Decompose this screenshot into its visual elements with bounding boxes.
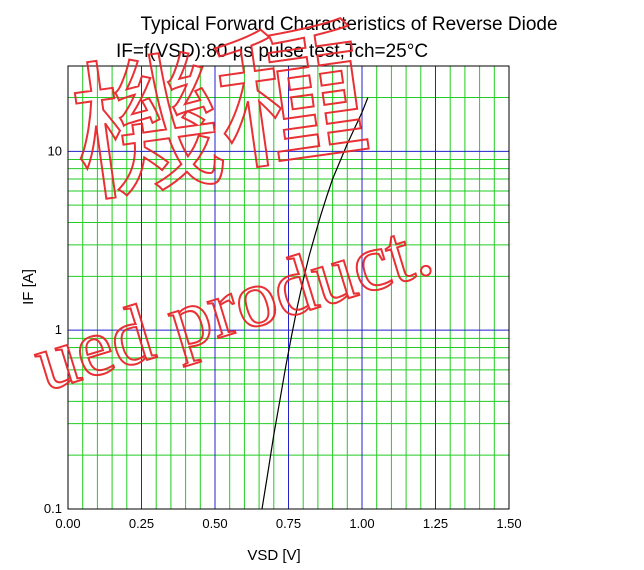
watermark: 機 種 ued product. bbox=[22, 6, 443, 409]
series-line bbox=[261, 97, 369, 510]
major-grid bbox=[68, 66, 509, 509]
y-tick-label: 1 bbox=[55, 322, 62, 337]
series-layer bbox=[261, 97, 369, 510]
x-tick-label: 1.50 bbox=[496, 516, 521, 531]
chart-subtitle: IF=f(VSD):80 μs pulse test,Tch=25°C bbox=[116, 41, 428, 62]
y-tick-label: 10 bbox=[48, 143, 62, 158]
watermark-char-2: 種 bbox=[206, 7, 378, 192]
x-tick-label: 0.75 bbox=[276, 516, 301, 531]
chart-title: Typical Forward Characteristics of Rever… bbox=[140, 14, 557, 35]
watermark-char-1: 機 bbox=[63, 38, 235, 223]
watermark-phrase: ued product. bbox=[23, 201, 442, 408]
x-tick-label: 1.25 bbox=[423, 516, 448, 531]
plot-frame bbox=[67, 65, 510, 510]
x-axis-label: VSD [V] bbox=[247, 547, 300, 564]
x-tick-label: 0.50 bbox=[202, 516, 227, 531]
y-tick-label: 0.1 bbox=[44, 501, 62, 516]
y-tick-labels: 0.1 1 10 bbox=[44, 143, 62, 516]
x-tick-label: 0.25 bbox=[129, 516, 154, 531]
x-tick-labels: 0.00 0.25 0.50 0.75 1.00 1.25 1.50 bbox=[55, 516, 521, 531]
x-tick-label: 1.00 bbox=[349, 516, 374, 531]
y-axis-label: IF [A] bbox=[20, 269, 37, 305]
x-tick-label: 0.00 bbox=[55, 516, 80, 531]
